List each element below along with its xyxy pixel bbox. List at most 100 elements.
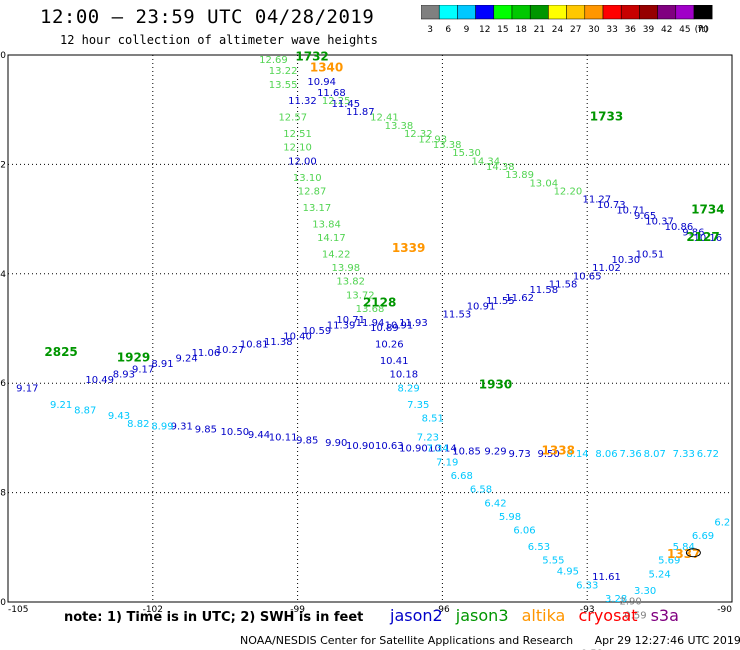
jason2-pass-3: 10.7111.3910.5910.4011.3810.8110.2711.06… bbox=[16, 315, 365, 394]
wave-height-value: 13.38 bbox=[385, 121, 414, 132]
wave-height-value: 9.17 bbox=[16, 383, 38, 394]
wave-height-value: 10.94 bbox=[307, 77, 336, 88]
wave-height-value: 15.30 bbox=[452, 148, 481, 159]
pass-time-label: 1340 bbox=[310, 60, 343, 74]
wave-height-value: 12.20 bbox=[554, 186, 583, 197]
wave-height-value: 5.24 bbox=[648, 569, 670, 580]
legend-jason3: jason3 bbox=[455, 606, 509, 625]
wave-height-value: 12.32 bbox=[404, 129, 433, 140]
colorbar-tick-label: 9 bbox=[464, 25, 470, 35]
wave-height-value: 9.17 bbox=[132, 364, 154, 375]
wave-height-value: 13.98 bbox=[332, 263, 361, 274]
wave-height-value: 6.2 bbox=[714, 517, 730, 528]
wave-height-value: 9.44 bbox=[248, 430, 270, 441]
wave-height-value: 3.28 bbox=[605, 594, 627, 605]
lon-tick-label: -90 bbox=[717, 605, 732, 615]
colorbar-tick-label: 21 bbox=[534, 25, 545, 35]
wave-height-value: 14.38 bbox=[486, 162, 515, 173]
wave-height-value: 10.59 bbox=[303, 326, 332, 337]
wave-height-value: 10.50 bbox=[221, 427, 250, 438]
wave-height-value: 12.51 bbox=[283, 129, 312, 140]
colorbar-tick-label: 3 bbox=[427, 25, 433, 35]
wave-height-value: 10.30 bbox=[611, 255, 640, 266]
wave-height-value: 9.86 bbox=[682, 228, 704, 239]
wave-height-value: 10.14 bbox=[428, 444, 457, 455]
color-scale-legend: 3 6 9 12 15 18 21 24 27 30 33 36 39 42 45 70(ft) bbox=[421, 5, 713, 35]
colorbar-tick-label: 12 bbox=[479, 25, 490, 35]
wave-height-value: 4.95 bbox=[557, 567, 579, 578]
satellite-legend: jason2 jason3 altika cryosat s3a bbox=[390, 606, 687, 625]
wave-height-value: 8.06 bbox=[595, 449, 617, 460]
colorbar-tick-label: 39 bbox=[643, 25, 655, 35]
wave-height-value: 11.06 bbox=[192, 348, 221, 359]
wave-height-value: 10.49 bbox=[85, 375, 114, 386]
wave-height-value: 6.68 bbox=[451, 471, 473, 482]
wave-height-value: 12.41 bbox=[370, 113, 399, 124]
lat-tick-label: -60 bbox=[0, 51, 6, 61]
colorbar-tick-label: 36 bbox=[625, 25, 637, 35]
wave-height-value: 6.72 bbox=[697, 449, 719, 460]
wave-height-value: 10.90 bbox=[399, 444, 428, 455]
wave-height-value: 10.41 bbox=[380, 356, 409, 367]
wave-height-value: 9.43 bbox=[108, 411, 130, 422]
lat-tick-label: -68 bbox=[0, 489, 6, 499]
footer: NOAA/NESDIS Center for Satellite Applica… bbox=[240, 634, 740, 647]
wave-height-value: 11.55 bbox=[486, 296, 515, 307]
wave-height-value: 12.69 bbox=[259, 55, 288, 66]
wave-height-value: 11.94 bbox=[356, 318, 385, 329]
wave-height-value: 11.61 bbox=[592, 572, 621, 583]
pass-time-label: 1733 bbox=[590, 110, 623, 124]
colorbar-tick-label: 27 bbox=[570, 25, 581, 35]
legend-s3a: s3a bbox=[650, 606, 679, 625]
wave-height-value: 9.85 bbox=[296, 435, 318, 446]
wave-height-value: 5.69 bbox=[658, 556, 680, 567]
wave-height-value: 11.93 bbox=[399, 318, 428, 329]
lat-tick-label: -64 bbox=[0, 270, 6, 280]
wave-height-value: 10.11 bbox=[269, 433, 298, 444]
wave-height-value: 12.10 bbox=[283, 143, 312, 154]
page-title: 12:00 – 23:59 UTC 04/28/2019 bbox=[40, 6, 375, 28]
lon-tick-label: -105 bbox=[8, 605, 28, 615]
note-text: note: 1) Time is in UTC; 2) SWH is in fe… bbox=[64, 610, 364, 625]
wave-height-value: 10.71 bbox=[336, 315, 365, 326]
footer-timestamp: Apr 29 12:27:46 UTC 2019 bbox=[594, 634, 740, 647]
wave-height-value: 7.34 bbox=[426, 444, 448, 455]
wave-height-value: 6.42 bbox=[484, 498, 506, 509]
wave-height-value: 13.68 bbox=[356, 304, 385, 315]
lon-tick-label: -93 bbox=[580, 605, 595, 615]
wave-height-value: 7.19 bbox=[436, 457, 458, 468]
wave-height-value: 10.81 bbox=[240, 340, 269, 351]
wave-height-value: 10.86 bbox=[665, 222, 694, 233]
pass-time-label: 1337 bbox=[667, 547, 700, 561]
colorbar-tick-label: 30 bbox=[588, 25, 600, 35]
wave-height-value: 14.17 bbox=[317, 233, 346, 244]
page-subtitle: 12 hour collection of altimeter wave hei… bbox=[60, 33, 378, 47]
colorbar-tick-label: 70 bbox=[697, 25, 709, 35]
wave-height-value: 11.39 bbox=[327, 321, 356, 332]
wave-height-value: 10.91 bbox=[385, 321, 414, 332]
wave-height-value: 11.27 bbox=[583, 195, 612, 206]
wave-height-value: 9.21 bbox=[50, 400, 72, 411]
wave-height-value: 7.23 bbox=[417, 433, 439, 444]
jason3-pass-1: 8.29 7.35 8.51 7.237.34 7.19 6.68 6.58 6.42 5.98… bbox=[397, 383, 730, 605]
lat-tick-label: -62 bbox=[0, 160, 6, 170]
colorbar-unit: (ft) bbox=[695, 25, 709, 35]
wave-height-value: 13.72 bbox=[346, 290, 375, 301]
colorbar-tick-label: 18 bbox=[515, 25, 527, 35]
wave-height-value: 11.02 bbox=[592, 263, 621, 274]
wave-height-value: 10.89 bbox=[370, 323, 399, 334]
wave-height-value: 7.33 bbox=[673, 449, 695, 460]
wave-height-value: 14.34 bbox=[472, 156, 501, 167]
cryosat-pass-1: 2.90 0.59 0.59 bbox=[581, 597, 647, 650]
lon-tick-label: -99 bbox=[290, 605, 305, 615]
wave-height-value: 13.22 bbox=[269, 66, 298, 77]
wave-height-value: 10.85 bbox=[452, 446, 481, 457]
wave-height-value: 11.68 bbox=[317, 88, 346, 99]
wave-height-value: 9.65 bbox=[634, 211, 656, 222]
colorbar-tick-label: 6 bbox=[445, 25, 451, 35]
wave-height-value: 13.84 bbox=[312, 219, 341, 230]
wave-height-value: 11.53 bbox=[443, 310, 472, 321]
wave-height-value: 12.87 bbox=[298, 186, 327, 197]
wave-height-value: 13.55 bbox=[269, 80, 298, 91]
